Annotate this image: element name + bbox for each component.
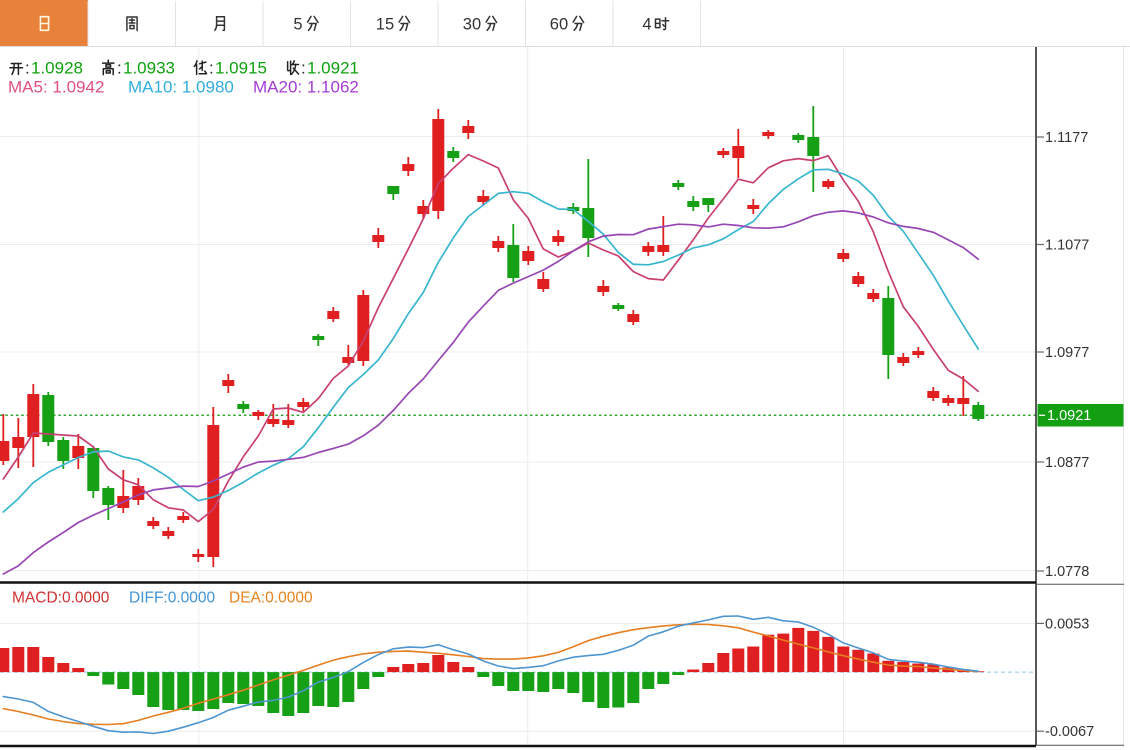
- svg-text:DIFF:0.0000: DIFF:0.0000: [129, 590, 216, 607]
- svg-text:15: 15: [376, 16, 394, 34]
- svg-text:-0.0067: -0.0067: [1045, 724, 1094, 740]
- svg-text:60: 60: [550, 16, 568, 34]
- svg-text:1.0921: 1.0921: [1047, 408, 1091, 424]
- svg-text:1.1077: 1.1077: [1045, 238, 1089, 254]
- svg-text:0.0053: 0.0053: [1045, 616, 1089, 632]
- svg-text::: :: [301, 59, 306, 78]
- svg-text:1.1177: 1.1177: [1045, 130, 1088, 146]
- svg-text:5: 5: [293, 16, 302, 34]
- svg-text:1.0928: 1.0928: [31, 59, 83, 78]
- svg-text:MACD:0.0000: MACD:0.0000: [12, 590, 110, 607]
- svg-text:1.0778: 1.0778: [1045, 564, 1089, 580]
- svg-text:30: 30: [463, 16, 481, 34]
- svg-text:MA20: 1.1062: MA20: 1.1062: [253, 78, 359, 97]
- svg-text::: :: [209, 59, 214, 78]
- svg-text:1.0933: 1.0933: [123, 59, 175, 78]
- svg-text::: :: [25, 59, 30, 78]
- svg-text::: :: [117, 59, 122, 78]
- svg-text:4: 4: [642, 16, 651, 34]
- svg-text:1.0921: 1.0921: [307, 59, 359, 78]
- svg-text:MA5: 1.0942: MA5: 1.0942: [8, 78, 104, 97]
- svg-text:MA10: 1.0980: MA10: 1.0980: [128, 78, 234, 97]
- svg-text:1.0977: 1.0977: [1045, 345, 1089, 361]
- svg-text:1.0877: 1.0877: [1045, 455, 1089, 471]
- svg-text:DEA:0.0000: DEA:0.0000: [229, 590, 313, 607]
- svg-text:1.0915: 1.0915: [215, 59, 267, 78]
